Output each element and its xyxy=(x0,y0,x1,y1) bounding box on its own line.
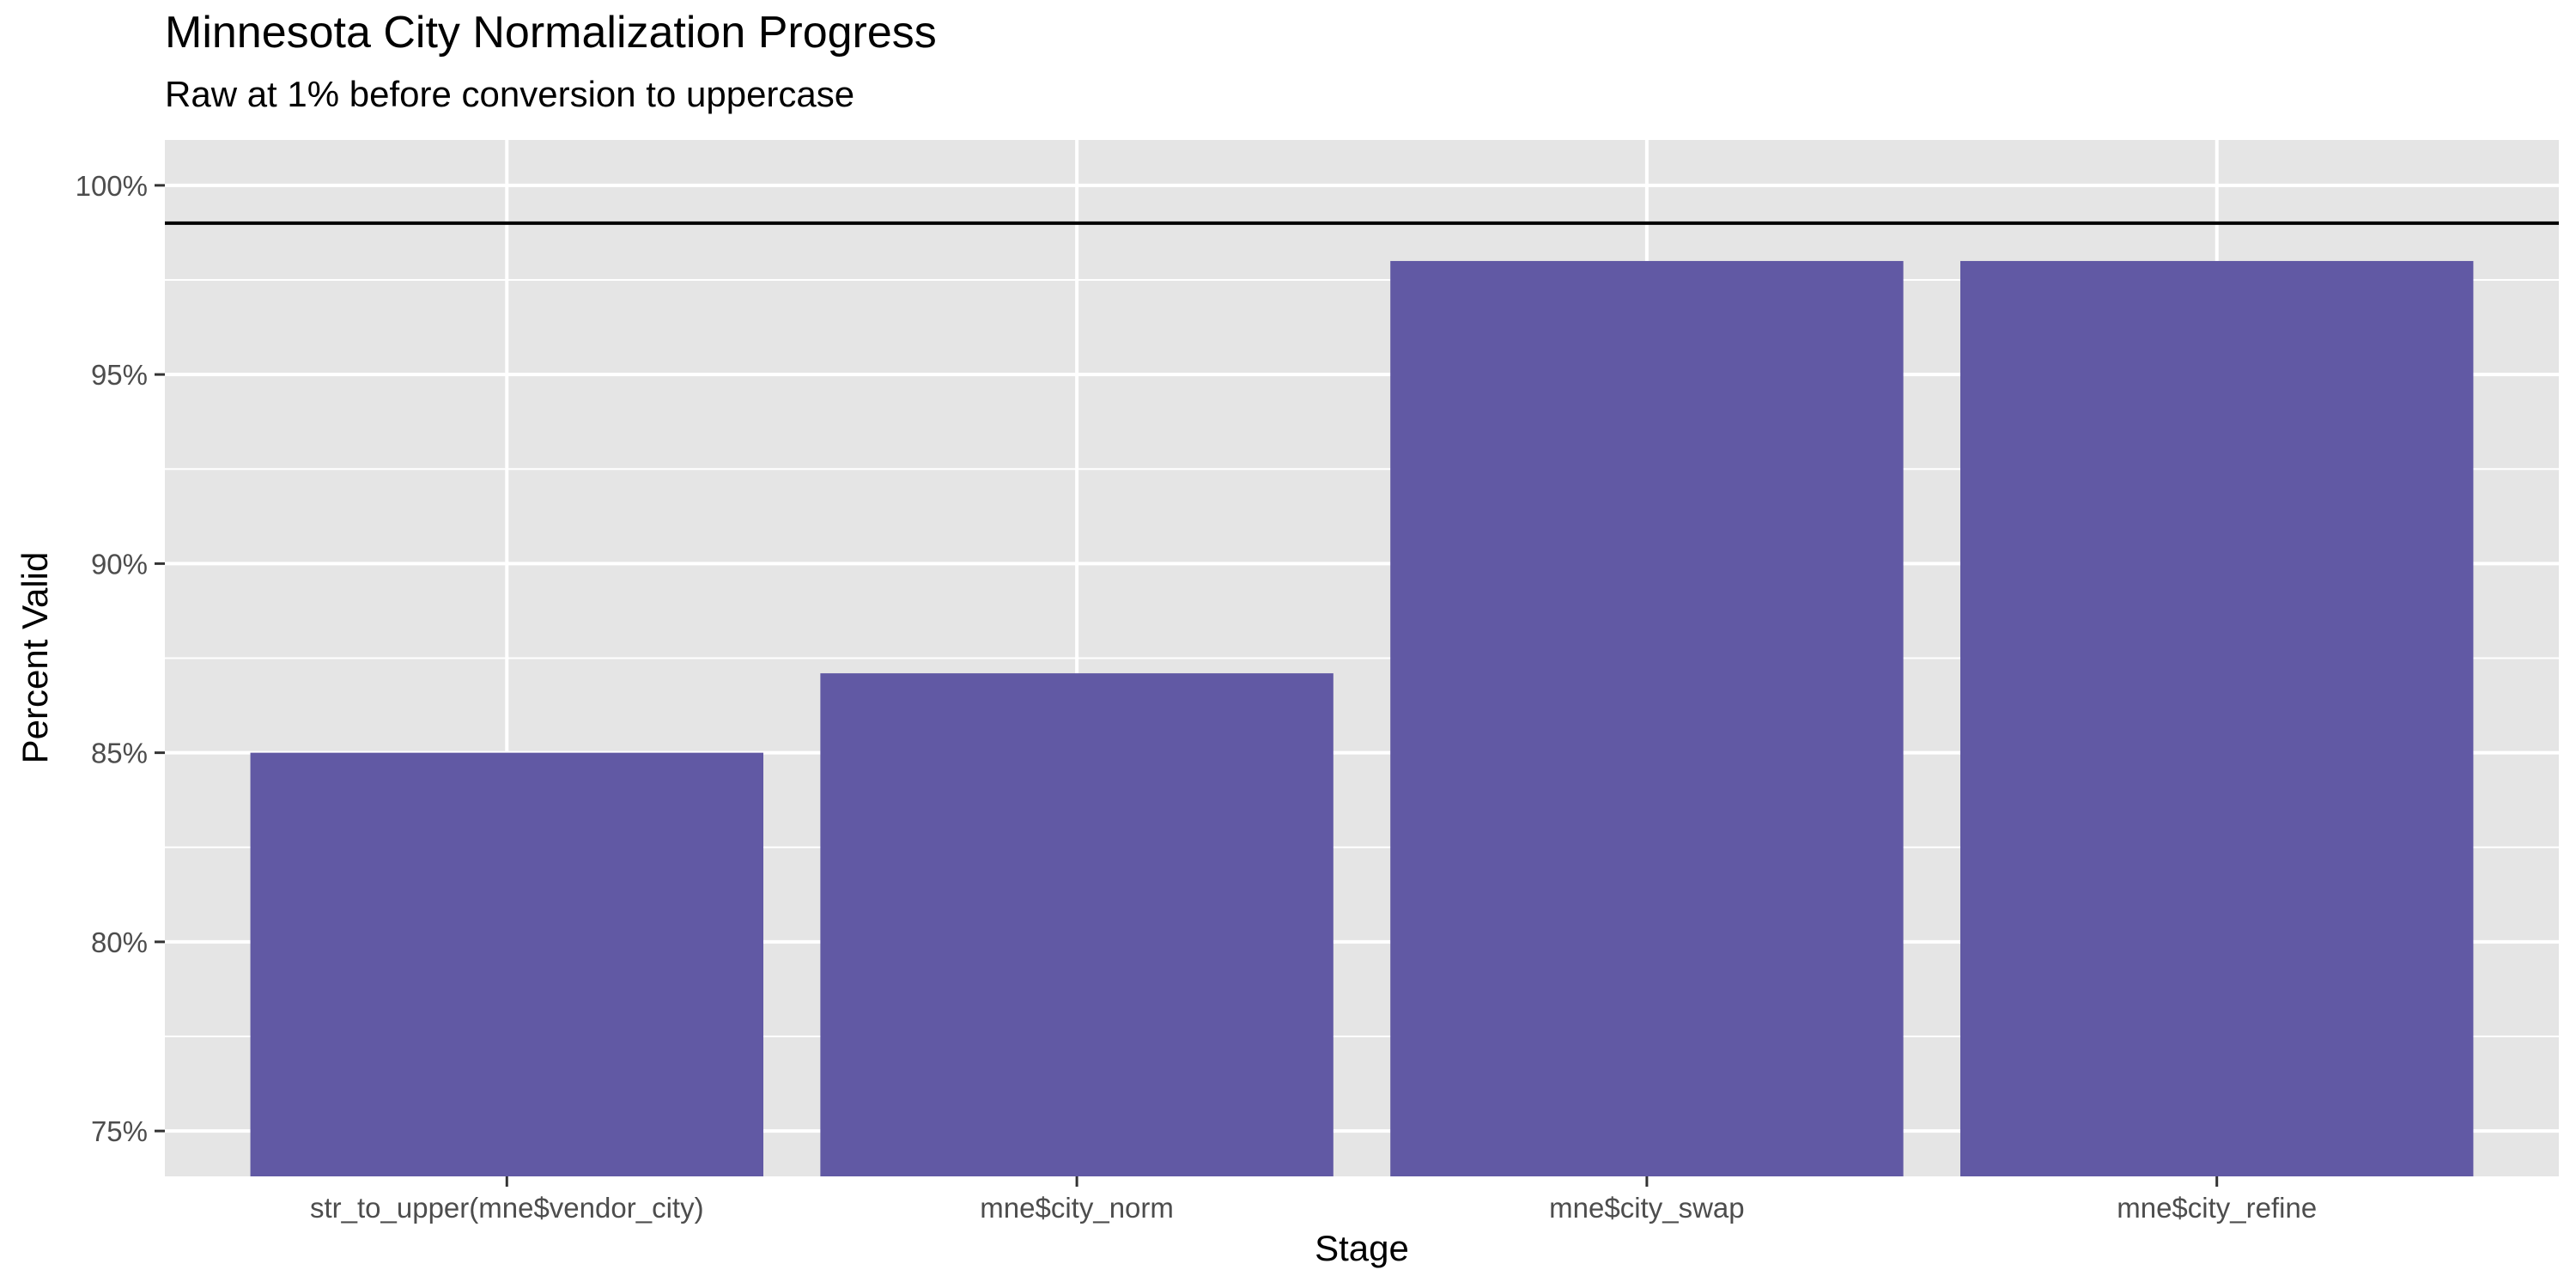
chart-subtitle: Raw at 1% before conversion to uppercase xyxy=(165,74,855,114)
y-tick-label: 100% xyxy=(76,170,148,202)
y-tick-label: 75% xyxy=(91,1115,148,1147)
x-axis-title: Stage xyxy=(1315,1228,1409,1268)
x-tick-label: mne$city_norm xyxy=(980,1192,1174,1224)
bar xyxy=(820,673,1334,1176)
y-axis: 75% 80% 85% 90% 95% 100% xyxy=(76,170,165,1147)
y-tick-label: 95% xyxy=(91,359,148,391)
y-tick-label: 90% xyxy=(91,548,148,580)
bar xyxy=(1960,260,2474,1176)
y-tick-label: 85% xyxy=(91,738,148,769)
chart-title: Minnesota City Normalization Progress xyxy=(165,8,937,58)
x-axis: str_to_upper(mne$vendor_city) mne$city_no… xyxy=(310,1176,2317,1224)
y-tick-label: 80% xyxy=(91,927,148,958)
bars xyxy=(250,260,2474,1176)
bar xyxy=(1390,260,1904,1176)
x-tick-label: str_to_upper(mne$vendor_city) xyxy=(310,1192,704,1224)
x-tick-label: mne$city_refine xyxy=(2117,1192,2317,1224)
x-tick-label: mne$city_swap xyxy=(1549,1192,1744,1224)
bar xyxy=(250,752,764,1176)
y-axis-title: Percent Valid xyxy=(15,552,55,764)
